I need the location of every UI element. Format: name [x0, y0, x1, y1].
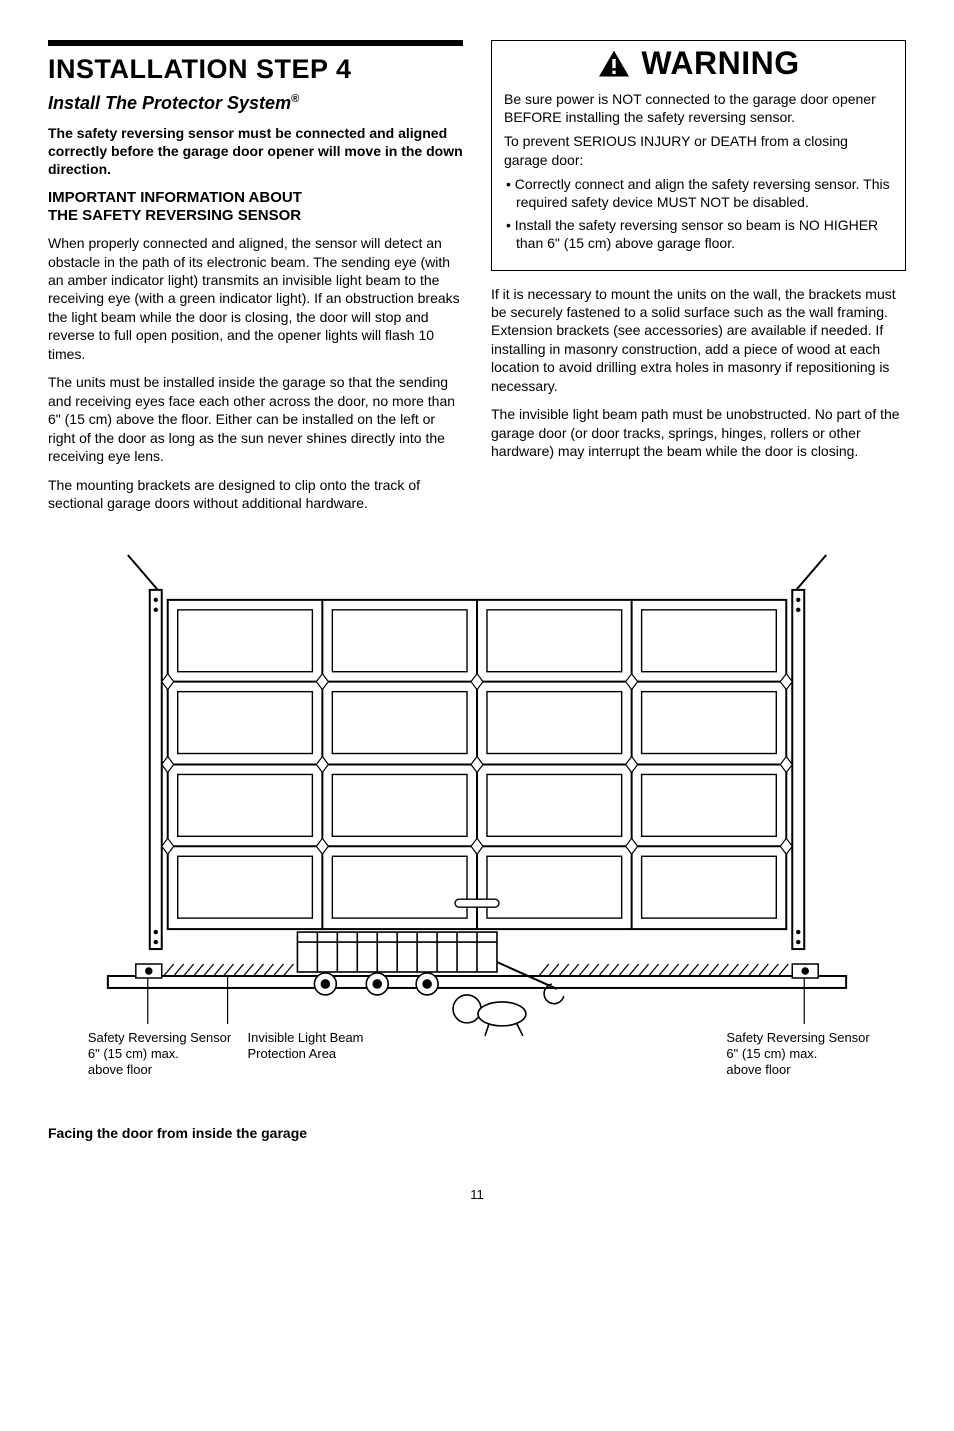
- diagram-caption: Facing the door from inside the garage: [48, 1125, 906, 1141]
- warning-title: WARNING: [641, 45, 799, 82]
- warning-header: WARNING: [492, 41, 905, 84]
- left-p2: The units must be installed inside the g…: [48, 373, 463, 465]
- diagram-label-mid-l1: Invisible Light Beam: [248, 1029, 364, 1044]
- warning-body: Be sure power is NOT connected to the ga…: [492, 84, 905, 270]
- title-rule: [48, 40, 463, 46]
- right-p1: If it is necessary to mount the units on…: [491, 285, 906, 396]
- right-paragraphs: If it is necessary to mount the units on…: [491, 285, 906, 461]
- section-heading: IMPORTANT INFORMATION ABOUT THE SAFETY R…: [48, 189, 463, 227]
- registered-mark: ®: [291, 93, 299, 105]
- left-p1: When properly connected and aligned, the…: [48, 234, 463, 363]
- step-title: INSTALLATION STEP 4: [48, 54, 463, 85]
- diagram-label-left-l2: 6" (15 cm) max.: [88, 1045, 179, 1060]
- right-column: WARNING Be sure power is NOT connected t…: [491, 40, 906, 523]
- right-p2: The invisible light beam path must be un…: [491, 405, 906, 460]
- page-number: 11: [48, 1187, 906, 1202]
- left-p3: The mounting brackets are designed to cl…: [48, 476, 463, 513]
- diagram-label-left-l1: Safety Reversing Sensor: [88, 1029, 232, 1044]
- diagram-label-left-l3: above floor: [88, 1061, 153, 1076]
- section-heading-l1: IMPORTANT INFORMATION ABOUT: [48, 189, 302, 206]
- diagram-label-mid-l2: Protection Area: [248, 1045, 337, 1060]
- warning-bullet-2: Install the safety reversing sensor so b…: [504, 216, 893, 252]
- section-heading-l2: THE SAFETY REVERSING SENSOR: [48, 207, 301, 224]
- warning-list: Correctly connect and align the safety r…: [504, 175, 893, 253]
- subtitle-text: Install The Protector System: [48, 93, 291, 113]
- warning-intro: Be sure power is NOT connected to the ga…: [504, 90, 893, 126]
- diagram-label-right-l3: above floor: [726, 1061, 791, 1076]
- subtitle: Install The Protector System®: [48, 93, 463, 114]
- diagram-label-right-l2: 6" (15 cm) max.: [726, 1045, 817, 1060]
- warning-bullet-1: Correctly connect and align the safety r…: [504, 175, 893, 211]
- two-column-layout: INSTALLATION STEP 4 Install The Protecto…: [48, 40, 906, 523]
- bold-intro: The safety reversing sensor must be conn…: [48, 124, 463, 179]
- left-column: INSTALLATION STEP 4 Install The Protecto…: [48, 40, 463, 523]
- warning-triangle-icon: [597, 49, 631, 79]
- diagram-label-right-l1: Safety Reversing Sensor: [726, 1029, 870, 1044]
- warning-box: WARNING Be sure power is NOT connected t…: [491, 40, 906, 271]
- garage-diagram: Safety Reversing Sensor 6" (15 cm) max. …: [48, 545, 906, 1142]
- garage-svg: Safety Reversing Sensor 6" (15 cm) max. …: [48, 545, 906, 1104]
- warning-lead: To prevent SERIOUS INJURY or DEATH from …: [504, 132, 893, 168]
